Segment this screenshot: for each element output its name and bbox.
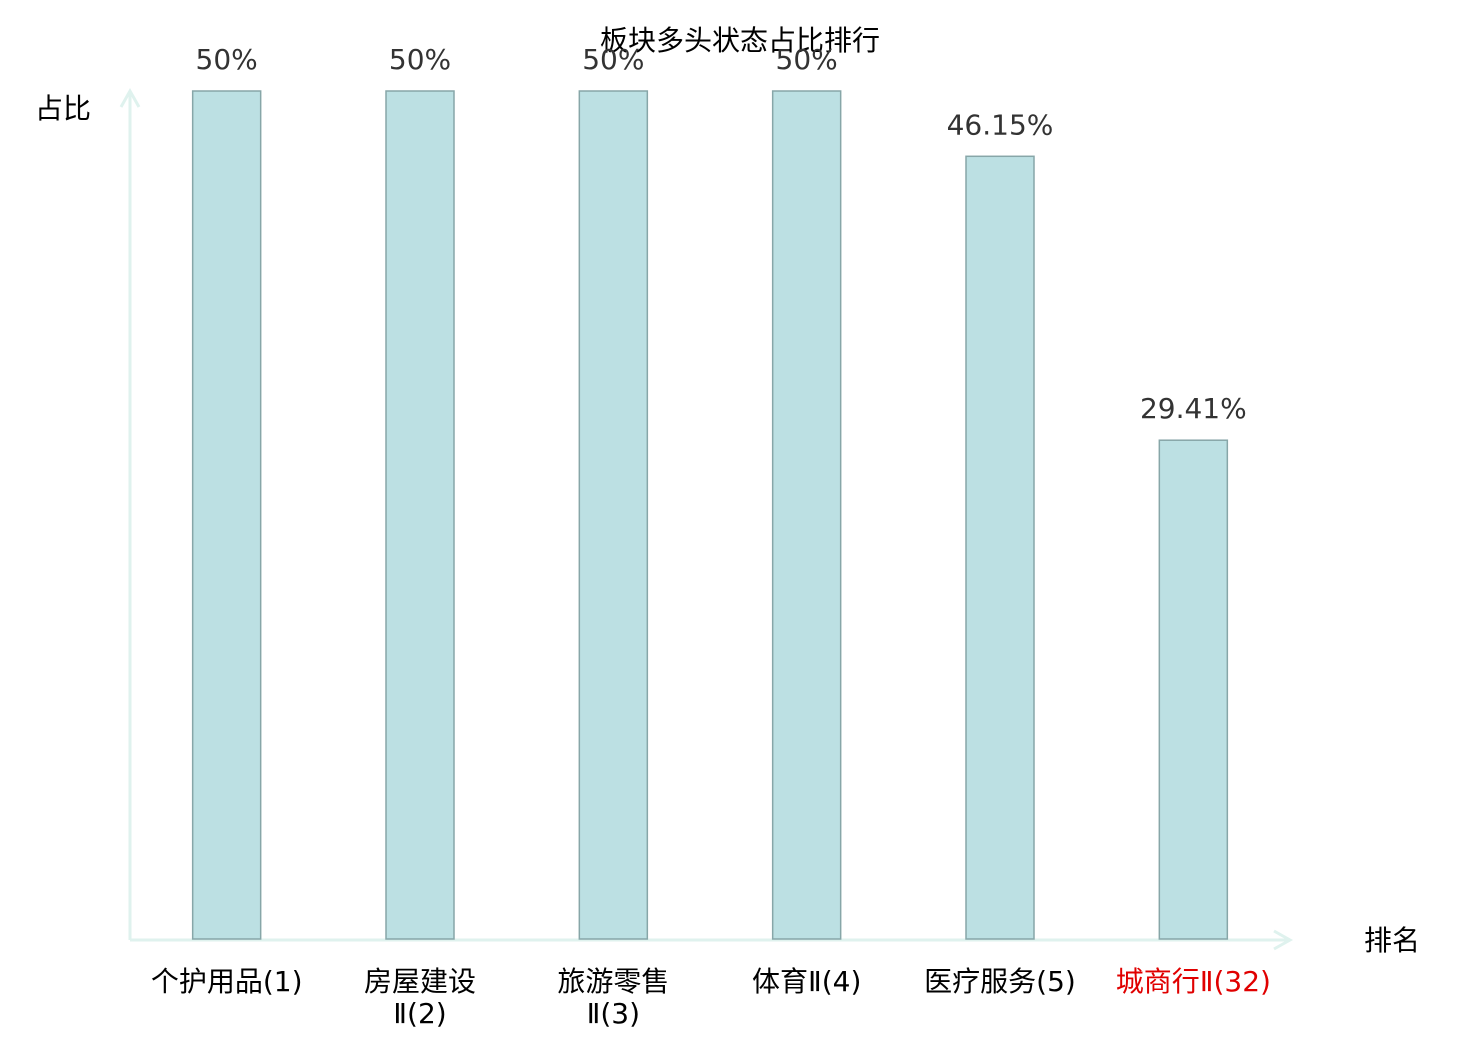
x-tick-label: 医疗服务(5) [924,965,1076,998]
value-label: 50% [776,43,838,76]
bar [1158,439,1229,940]
x-tick-label: Ⅱ(2) [393,997,446,1030]
value-label: 50% [389,43,451,76]
y-axis-arrow [119,87,141,108]
x-tick-label: 房屋建设 [364,965,476,998]
bar [578,90,649,940]
bar [191,90,262,940]
bar [385,90,455,940]
x-axis-arrow [1273,929,1294,951]
value-label: 29.41% [1140,392,1247,425]
bar [965,155,1035,940]
x-tick-label: Ⅱ(3) [587,997,640,1030]
y-axis-label: 占比 [35,92,91,125]
value-label: 46.15% [947,108,1054,141]
x-tick-label: 旅游零售 [557,965,669,998]
value-label: 50% [196,43,258,76]
x-tick-label: 城商行Ⅱ(32) [1116,965,1271,998]
x-tick-label: 体育Ⅱ(4) [752,965,861,998]
value-label: 50% [582,43,644,76]
x-tick-label: 个护用品(1) [151,965,303,998]
bar [771,90,842,940]
x-axis-label: 排名 [1364,924,1420,957]
chart-title: 板块多头状态占比排行 [600,24,880,57]
